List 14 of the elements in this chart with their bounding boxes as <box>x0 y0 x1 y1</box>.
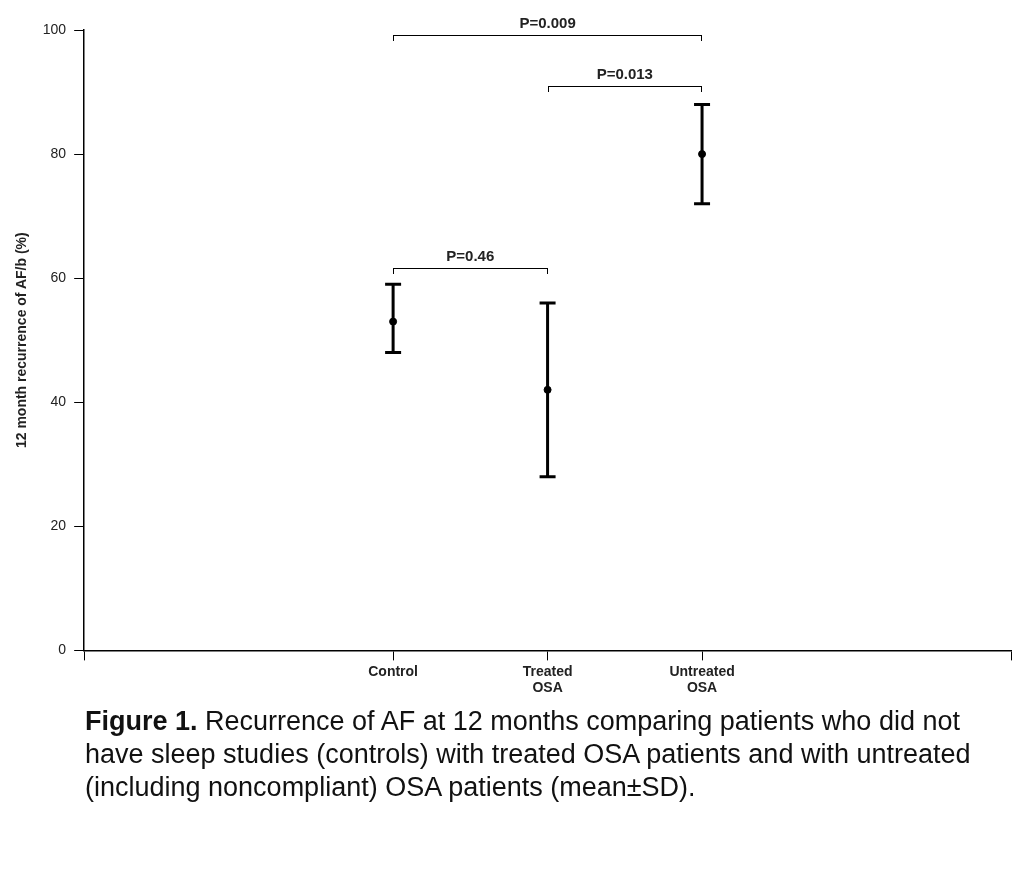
y-axis-title: 12 month recurrence of AF/b (%) <box>13 232 30 449</box>
y-tick-label: 20 <box>50 517 67 534</box>
annotation: P=0.013 <box>596 64 653 82</box>
y-tick-label: 0 <box>58 641 67 658</box>
y-tick-label: 60 <box>50 269 67 286</box>
y-tick-label: 40 <box>50 393 67 410</box>
x-tick-label: Treated OSA <box>522 662 573 696</box>
x-tick-label: Control <box>368 662 418 679</box>
y-tick-label: 80 <box>50 144 67 161</box>
x-tick-label: Untreated OSA <box>669 662 735 696</box>
caption: Figure 1. Recurrence of AF at 12 months comparing patients who did not have sleep studies (controls) with treated OSA patients and with untreated (including noncompliant) OSA patients (mean±SD). <box>85 705 972 804</box>
y-tick-label: 100 <box>42 20 67 37</box>
annotation: P=0.46 <box>446 246 495 264</box>
annotation: P=0.009 <box>519 13 576 31</box>
